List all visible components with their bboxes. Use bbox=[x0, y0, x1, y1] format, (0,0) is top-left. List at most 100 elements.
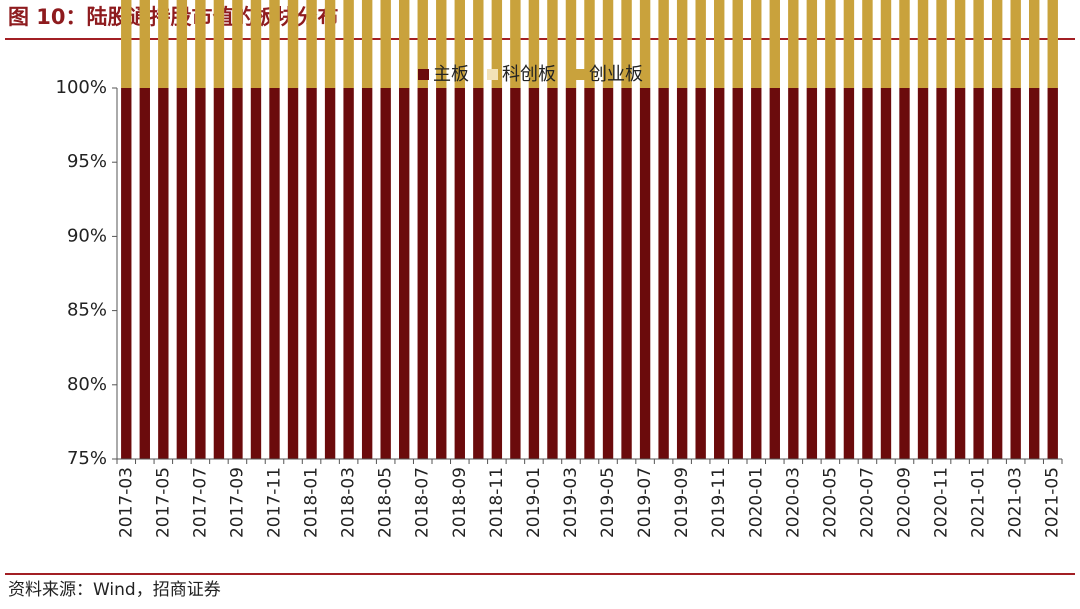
chart-title: 图 10：陆股通持股市值的板块分布 bbox=[8, 5, 339, 29]
bar-segment bbox=[417, 0, 428, 88]
bar-segment bbox=[769, 88, 780, 459]
bar-segment bbox=[139, 0, 150, 89]
bar-segment bbox=[639, 0, 651, 88]
bar-segment bbox=[843, 88, 855, 459]
x-tick-label: 2021-05 bbox=[1043, 467, 1063, 538]
x-tick-label: 2017-11 bbox=[265, 467, 285, 538]
y-tick-label: 90% bbox=[67, 225, 107, 246]
x-tick-label: 2019-05 bbox=[598, 467, 618, 538]
bar-segment bbox=[917, 0, 929, 88]
bar-segment bbox=[1010, 0, 1021, 88]
bar-segment bbox=[473, 0, 484, 88]
bar-segment bbox=[491, 0, 503, 88]
x-tick-label: 2017-03 bbox=[116, 467, 136, 538]
bar-segment bbox=[176, 88, 188, 459]
bar-segment bbox=[714, 88, 725, 459]
bar-segment bbox=[361, 88, 373, 459]
x-tick-label: 2018-11 bbox=[487, 467, 507, 538]
bar-segment bbox=[843, 0, 855, 88]
bar-segment bbox=[1029, 0, 1040, 88]
bar-segment bbox=[788, 0, 799, 88]
bar-segment bbox=[621, 88, 632, 459]
legend-swatch bbox=[574, 69, 585, 80]
y-tick-label: 85% bbox=[67, 300, 107, 321]
bar-segment bbox=[751, 0, 762, 88]
bar-segment bbox=[232, 0, 243, 89]
bar-segment bbox=[769, 0, 780, 88]
bar-segment bbox=[176, 0, 188, 88]
bar-segment bbox=[213, 0, 225, 89]
bar-segment bbox=[436, 88, 447, 459]
bar-segment bbox=[510, 88, 521, 459]
bar-segment bbox=[1010, 88, 1021, 459]
bar-segment bbox=[1047, 0, 1058, 88]
bar-segment bbox=[936, 88, 947, 459]
bar-segment bbox=[806, 88, 818, 459]
x-tick-label: 2020-11 bbox=[932, 467, 952, 538]
x-tick-label: 2020-01 bbox=[746, 467, 766, 538]
x-tick-label: 2018-03 bbox=[339, 467, 359, 538]
x-tick-label: 2019-01 bbox=[524, 467, 544, 538]
bar-segment bbox=[584, 88, 595, 459]
bar-segment bbox=[343, 88, 354, 459]
x-tick-label: 2019-11 bbox=[709, 467, 729, 538]
bar-segment bbox=[528, 0, 540, 88]
bar-segment bbox=[399, 0, 410, 88]
bar-segment bbox=[676, 0, 688, 88]
bar-segment bbox=[361, 0, 373, 88]
bar-segment bbox=[732, 88, 743, 459]
bar-segment bbox=[121, 0, 132, 88]
bar-segment bbox=[399, 88, 410, 459]
bar-segment bbox=[695, 88, 706, 459]
bar-segment bbox=[973, 88, 984, 459]
bar-segment bbox=[306, 88, 317, 459]
bar-segment bbox=[1029, 88, 1040, 459]
bar-segment bbox=[825, 0, 836, 88]
legend-label: 主板 bbox=[433, 64, 469, 85]
y-tick-label: 75% bbox=[67, 448, 107, 469]
bar-segment bbox=[991, 0, 1003, 88]
x-tick-label: 2017-09 bbox=[227, 467, 247, 538]
bar-segment bbox=[862, 88, 873, 459]
y-tick-label: 80% bbox=[67, 374, 107, 395]
legend-swatch bbox=[418, 69, 429, 80]
bar-segment bbox=[269, 88, 280, 459]
bar-segment bbox=[473, 88, 484, 459]
bar-segment bbox=[695, 0, 706, 88]
legend-label: 创业板 bbox=[589, 64, 643, 85]
bar-segment bbox=[158, 0, 169, 89]
x-tick-label: 2019-03 bbox=[561, 467, 581, 538]
bar-segment bbox=[510, 0, 521, 88]
x-tick-label: 2019-09 bbox=[672, 467, 692, 538]
x-tick-label: 2017-07 bbox=[190, 467, 210, 538]
x-tick-label: 2020-03 bbox=[783, 467, 803, 538]
bar-segment bbox=[380, 0, 391, 88]
bar-segment bbox=[547, 88, 558, 459]
x-tick-label: 2018-05 bbox=[376, 467, 396, 538]
x-tick-label: 2021-01 bbox=[969, 467, 989, 538]
x-tick-label: 2017-05 bbox=[153, 467, 173, 538]
bar-segment bbox=[454, 0, 465, 88]
bar-segment bbox=[751, 88, 762, 459]
bar-segment bbox=[676, 88, 688, 459]
bar-segment bbox=[250, 0, 262, 89]
bar-segment bbox=[899, 0, 910, 88]
bar-segment bbox=[324, 88, 336, 459]
bar-segment bbox=[973, 0, 984, 88]
bar-segment bbox=[121, 88, 132, 459]
x-tick-label: 2020-07 bbox=[857, 467, 877, 538]
bar-segment bbox=[936, 0, 947, 88]
legend-swatch bbox=[487, 69, 498, 80]
bar-segment bbox=[343, 0, 354, 88]
bar-segment bbox=[954, 0, 966, 88]
bar-segment bbox=[602, 88, 614, 459]
y-tick-label: 95% bbox=[67, 151, 107, 172]
bar-segment bbox=[547, 0, 558, 89]
bar-segment bbox=[806, 0, 818, 88]
bar-segment bbox=[621, 0, 632, 88]
bar-segment bbox=[584, 0, 595, 88]
bar-segment bbox=[306, 0, 317, 89]
bar-segment bbox=[436, 0, 447, 88]
x-tick-label: 2021-03 bbox=[1006, 467, 1026, 538]
bar-segment bbox=[825, 88, 836, 459]
